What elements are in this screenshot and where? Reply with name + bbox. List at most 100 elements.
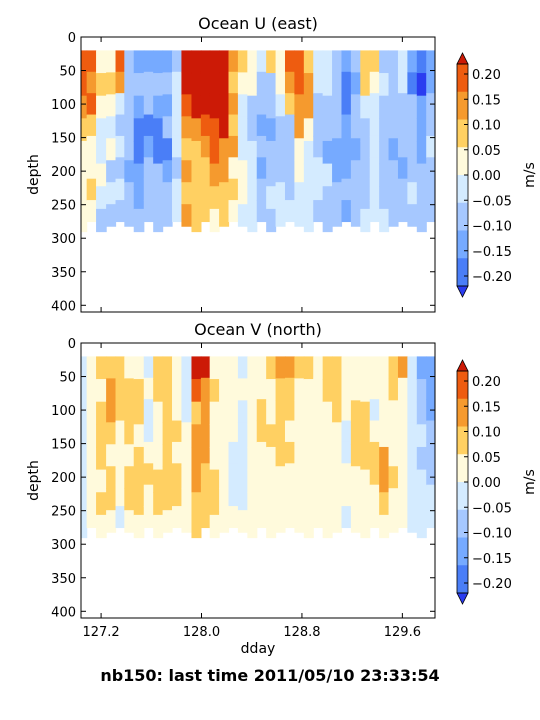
heatmap-cell <box>200 356 211 379</box>
heatmap-cell <box>172 441 183 464</box>
heatmap-cell <box>332 488 343 511</box>
heatmap-cell <box>86 484 97 507</box>
heatmap-cell <box>237 466 248 489</box>
heatmap-cell <box>426 178 435 201</box>
heatmap-cell <box>124 116 135 139</box>
heatmap-cell <box>360 208 371 233</box>
heatmap-cell <box>81 356 88 380</box>
heatmap-cell <box>162 94 173 117</box>
heatmap-cell <box>426 71 435 94</box>
heatmap-cell <box>266 95 277 119</box>
heatmap-cell <box>266 401 277 425</box>
heatmap-cell <box>332 160 343 183</box>
heatmap-cell <box>341 200 352 223</box>
heatmap-cell <box>86 463 97 486</box>
heatmap-cell <box>284 399 295 422</box>
heatmap-cell <box>379 424 390 448</box>
y-tick-label: 0 <box>68 31 76 46</box>
heatmap-cells <box>81 356 435 539</box>
colorbar-tick-label: −0.05 <box>472 194 512 209</box>
heatmap-cell <box>266 73 277 97</box>
heatmap-cell <box>294 50 305 73</box>
heatmap-cell <box>341 71 352 94</box>
heatmap-cell <box>341 399 352 422</box>
heatmap-cell <box>106 400 117 423</box>
heatmap-cell <box>96 73 107 97</box>
heatmap-cell <box>407 488 418 511</box>
heatmap-cell <box>416 514 427 539</box>
heatmap-cell <box>86 71 97 94</box>
heatmap-cell <box>397 399 408 422</box>
heatmap-cell <box>219 422 230 445</box>
heatmap-cell <box>256 399 267 422</box>
heatmap-cell <box>247 379 258 403</box>
heatmap-cell <box>115 157 125 180</box>
heatmap-cell <box>313 114 324 137</box>
heatmap-cell <box>191 140 202 165</box>
heatmap-cell <box>96 208 107 233</box>
heatmap-cell <box>228 484 239 507</box>
heatmap-cell <box>322 401 333 425</box>
heatmap-cell <box>115 93 125 116</box>
heatmap-cell <box>209 208 220 233</box>
heatmap-cell <box>416 356 427 380</box>
heatmap-cell <box>115 178 125 201</box>
heatmap-cell <box>416 446 427 471</box>
heatmap-cell <box>81 186 88 210</box>
heatmap-cell <box>360 356 371 380</box>
heatmap-cell <box>143 420 154 443</box>
heatmap-cell <box>322 73 333 97</box>
heatmap-cell <box>143 399 154 422</box>
colorbar: 0.20 0.15 0.10 0.05 0.00 −0.05 −0.10 −0.15 −0.20… <box>456 52 538 298</box>
heatmap-cell <box>313 71 324 94</box>
heatmap-cell <box>360 379 371 403</box>
heatmap-cell <box>397 484 408 507</box>
heatmap-cell <box>313 50 324 73</box>
heatmap-cell <box>247 73 258 97</box>
heatmap-cell <box>191 424 202 448</box>
heatmap-cell <box>416 492 427 516</box>
heatmap-cell <box>228 356 239 379</box>
heatmap-cell <box>407 182 418 205</box>
heatmap-cell <box>360 73 371 97</box>
heatmap-cell <box>153 514 164 539</box>
heatmap-cell <box>200 506 211 529</box>
heatmap-cell <box>172 399 183 422</box>
heatmap-cell <box>379 118 390 142</box>
heatmap-cell <box>388 94 399 117</box>
heatmap-cell <box>237 444 248 467</box>
heatmap-cell <box>313 441 324 464</box>
heatmap-cell <box>369 135 380 158</box>
heatmap-cell <box>228 157 239 180</box>
heatmap-cell <box>275 94 286 117</box>
colorbar-tick-label: 0.20 <box>472 68 501 83</box>
heatmap-cell <box>219 378 230 401</box>
heatmap-cell <box>96 356 107 380</box>
heatmap-cell <box>284 356 295 379</box>
heatmap-cell <box>369 114 380 137</box>
heatmap-cell <box>313 93 324 116</box>
heatmap-cell <box>332 510 343 533</box>
heatmap-cell <box>407 160 418 183</box>
heatmap-cell <box>369 399 380 422</box>
heatmap-cell <box>191 514 202 539</box>
heatmap-cell <box>407 356 418 379</box>
heatmap-cell <box>397 114 408 137</box>
heatmap-cell <box>133 379 145 403</box>
heatmap-cell <box>275 378 286 401</box>
heatmap-cell <box>153 50 164 74</box>
heatmap-cell <box>162 204 173 227</box>
heatmap-cell <box>153 208 164 233</box>
heatmap-cell <box>96 95 107 119</box>
heatmap-cell <box>388 182 399 205</box>
heatmap-cell <box>247 208 258 233</box>
heatmap-cell <box>360 401 371 425</box>
heatmap-cell <box>209 424 220 448</box>
heatmap-cell <box>247 446 258 471</box>
heatmap-cell <box>133 73 145 97</box>
heatmap-cell <box>81 50 88 74</box>
heatmap-cell <box>350 182 361 205</box>
heatmap-cell <box>181 50 193 73</box>
heatmap-cell <box>350 160 361 183</box>
x-tick-label: 128.8 <box>283 625 320 640</box>
